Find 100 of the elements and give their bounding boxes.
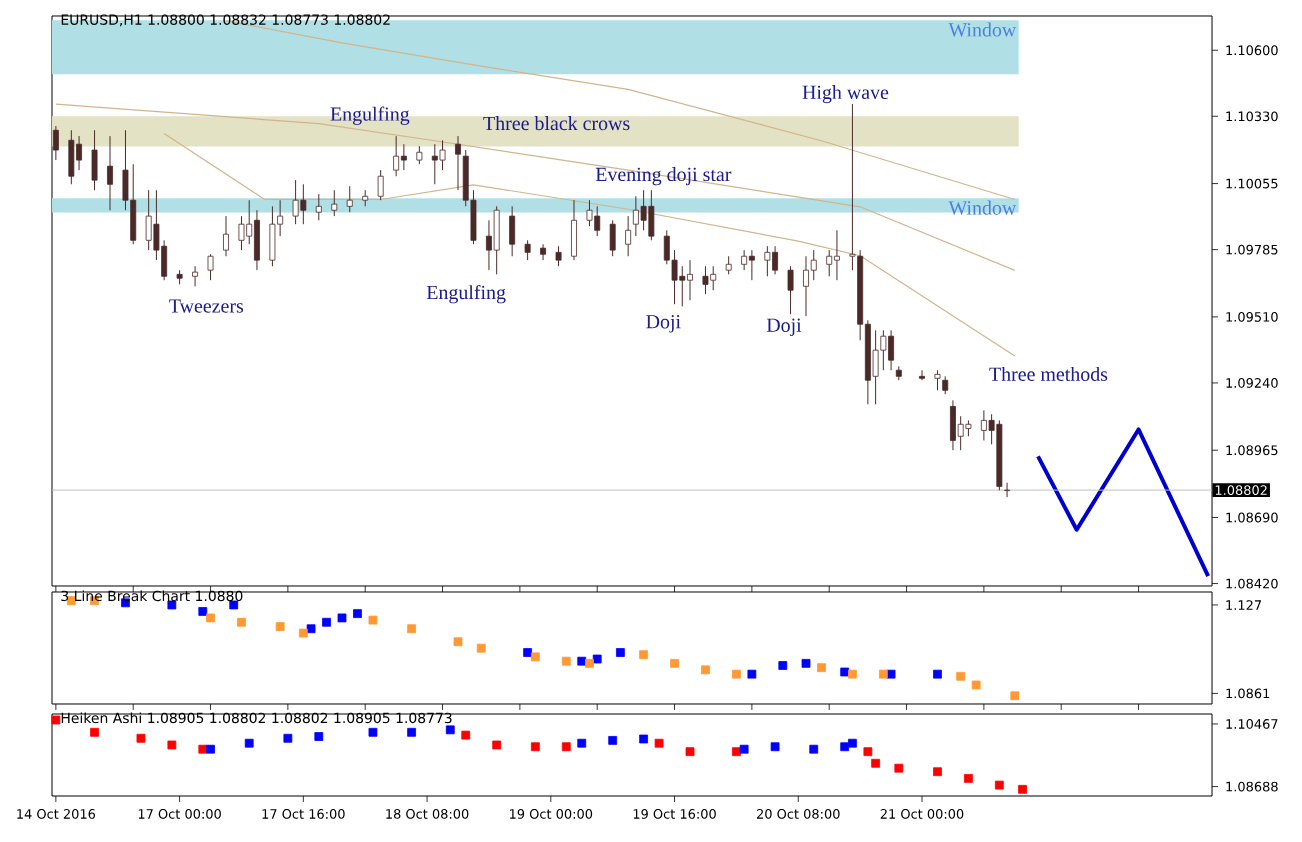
candlestick — [540, 243, 547, 261]
point — [306, 624, 316, 634]
annotation: Three black crows — [483, 116, 630, 131]
point — [530, 652, 540, 662]
candlestick — [872, 329, 879, 405]
point — [592, 654, 602, 664]
candlestick — [192, 265, 199, 287]
candlestick — [493, 205, 500, 275]
point — [314, 732, 324, 741]
candlestick — [949, 399, 956, 451]
candlestick — [609, 219, 616, 257]
candlestick — [130, 163, 137, 245]
point — [445, 725, 455, 735]
point — [770, 742, 780, 752]
candlestick — [648, 189, 655, 241]
candlestick — [269, 205, 276, 267]
point — [198, 607, 208, 616]
point — [863, 747, 873, 757]
line-series — [163, 132, 1016, 357]
candlestick — [787, 265, 794, 315]
candlestick — [625, 215, 632, 257]
point — [878, 669, 888, 679]
point — [577, 656, 587, 666]
candlestick — [52, 125, 59, 161]
annotation: Engulfing — [330, 106, 410, 125]
candlestick — [455, 135, 461, 191]
point — [732, 747, 741, 757]
point — [530, 742, 540, 752]
point — [136, 733, 146, 743]
point — [368, 615, 378, 625]
point — [353, 609, 362, 618]
point — [971, 680, 981, 690]
candlestick — [431, 143, 438, 185]
annotation: High wave — [802, 84, 889, 104]
point — [206, 744, 215, 754]
point — [337, 613, 347, 623]
point — [461, 730, 471, 740]
candlestick — [772, 245, 779, 275]
point — [90, 727, 99, 737]
point — [206, 613, 215, 623]
point — [237, 617, 246, 627]
annotation: Evening doji star — [595, 167, 732, 186]
point — [1010, 691, 1020, 701]
candlestick — [748, 249, 755, 281]
candlestick — [764, 245, 771, 277]
point — [608, 736, 618, 745]
point — [994, 780, 1004, 790]
point — [561, 656, 571, 666]
point — [407, 624, 416, 634]
candlestick — [702, 265, 709, 295]
candlestick — [741, 249, 748, 271]
candlestick — [439, 139, 446, 171]
candlestick — [710, 265, 717, 291]
point — [639, 650, 648, 660]
point — [523, 648, 532, 657]
point — [817, 663, 826, 673]
line-series — [1036, 427, 1211, 579]
point — [747, 669, 757, 679]
point — [561, 742, 571, 752]
candlestick — [632, 195, 639, 237]
point — [275, 622, 285, 631]
annotation: Engulfing — [426, 284, 506, 304]
candlestick — [107, 135, 113, 211]
point — [732, 669, 741, 679]
candlestick — [810, 249, 817, 281]
point — [198, 744, 208, 754]
candlestick — [346, 185, 353, 213]
point — [848, 669, 857, 679]
point — [1018, 784, 1027, 794]
line-series — [55, 103, 1016, 272]
point — [964, 774, 973, 783]
candlestick — [980, 409, 987, 441]
candlestick — [919, 369, 925, 381]
point — [322, 617, 331, 627]
candlestick — [315, 193, 322, 221]
point — [778, 661, 788, 670]
candlestick — [207, 253, 214, 281]
point — [848, 738, 857, 748]
point — [639, 734, 648, 744]
candlestick — [586, 199, 593, 227]
point — [739, 744, 749, 754]
point — [685, 747, 695, 757]
candlestick — [238, 215, 245, 251]
candlestick — [292, 179, 299, 225]
point — [577, 738, 587, 748]
point — [956, 671, 966, 681]
candlestick — [934, 369, 941, 391]
point — [894, 763, 904, 773]
point — [368, 727, 378, 737]
candlestick — [594, 205, 601, 237]
candlestick — [725, 255, 732, 275]
candlestick — [571, 199, 577, 261]
candlestick — [888, 329, 895, 371]
candlestick — [91, 129, 98, 191]
point — [654, 738, 664, 748]
point — [801, 658, 811, 668]
point — [283, 733, 293, 743]
candlestick — [68, 129, 75, 185]
candlestick — [400, 143, 407, 171]
point — [933, 669, 942, 679]
